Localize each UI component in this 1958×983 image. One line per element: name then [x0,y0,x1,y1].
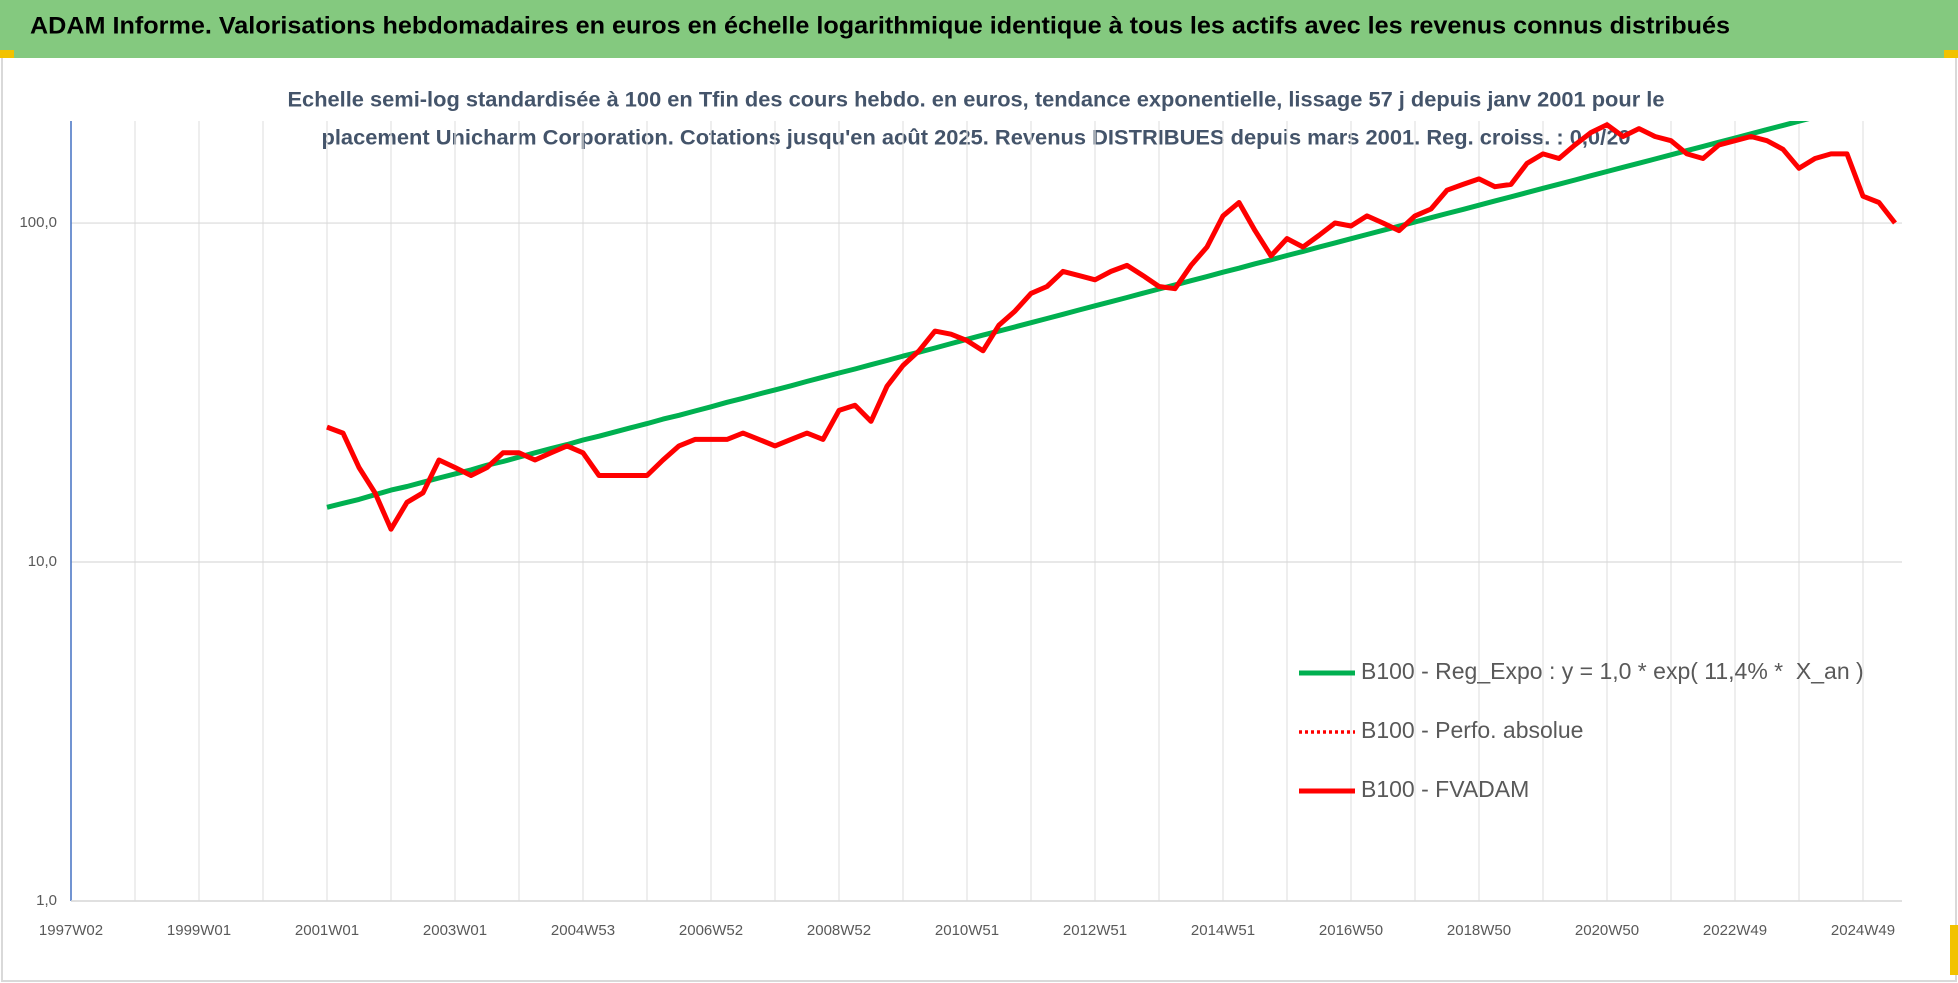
x-tick-label: 1997W02 [39,922,103,939]
chart-title: ADAM Informe. Valorisations hebdomadaire… [30,12,1730,39]
legend-label: B100 - Perfo. absolue [1361,717,1583,743]
y-tick-label: 10,0 [28,553,57,570]
x-tick-label: 2020W50 [1575,922,1639,939]
chart-subtitle: Echelle semi-log standardisée à 100 en T… [288,89,1665,112]
corner [1950,925,1958,975]
plot-area: 1997W02 1999W01 2001W01 2003W01 2004W53 2006W… [19,121,1902,939]
x-tick-label: 1999W01 [167,922,231,939]
series-line [326,122,1897,532]
x-tick-label: 2016W50 [1319,922,1383,939]
x-tick-label: 2022W49 [1703,922,1767,939]
x-tick-label: 2001W01 [295,922,359,939]
x-tick-label: 2008W52 [807,922,871,939]
x-tick-label: 2014W51 [1191,922,1255,939]
corner [1944,50,1958,58]
x-tick-label: 2010W51 [935,922,999,939]
x-tick-label: 2006W52 [679,922,743,939]
x-tick-label: 2012W51 [1063,922,1127,939]
legend-label: B100 - Reg_Expo : y = 1,0 * exp( 11,4% *… [1361,658,1864,684]
chart-subtitle: placement Unicharm Corporation. Cotation… [322,127,1631,150]
y-tick-label: 1,0 [36,892,57,909]
legend-label: B100 - FVADAM [1361,776,1529,802]
title-bar [0,0,1958,58]
series-line [326,121,1810,510]
y-tick-label: 100,0 [19,214,57,231]
corner [0,50,14,58]
x-tick-label: 2004W53 [551,922,615,939]
x-tick-label: 2018W50 [1447,922,1511,939]
x-tick-label: 2024W49 [1831,922,1895,939]
x-tick-label: 2003W01 [423,922,487,939]
